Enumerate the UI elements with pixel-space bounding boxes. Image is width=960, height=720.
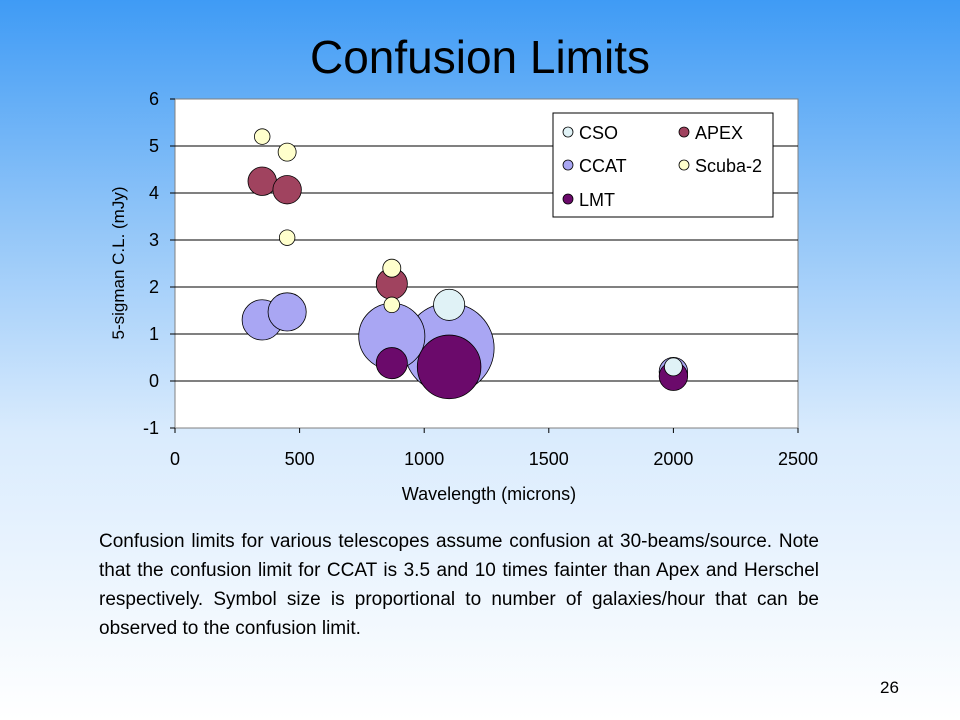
bubble-scuba-2-0 (254, 128, 271, 145)
x-tick-label: 2000 (653, 449, 693, 469)
bubble-ccat-1 (267, 292, 307, 332)
y-tick-label: -1 (143, 418, 159, 438)
bubble-scuba-2-4 (383, 296, 400, 314)
y-tick-label: 1 (149, 324, 159, 344)
bubble-cso-1 (664, 357, 683, 377)
slide-title: Confusion Limits (309, 31, 651, 83)
bubble-apex-1 (272, 175, 302, 205)
x-tick-label: 2500 (778, 449, 818, 469)
legend-label-cso: CSO (579, 123, 618, 143)
x-tick-label: 0 (170, 449, 180, 469)
bubble-scuba-2-3 (382, 258, 402, 278)
y-tick-labels: -1 0 1 2 3 4 5 6 (143, 89, 159, 438)
bubble-scuba-2-1 (277, 142, 297, 162)
x-axis-label: Wavelength (microns) (402, 484, 576, 504)
legend: CSO APEX CCAT Scuba-2 LMT (552, 112, 774, 218)
legend-box (552, 112, 774, 218)
x-tick-label: 500 (285, 449, 315, 469)
bubble-apex-0 (247, 166, 277, 196)
slide-number: 26 (880, 678, 899, 697)
bubble-cso-0 (433, 288, 466, 321)
legend-label-scuba-2: Scuba-2 (695, 156, 762, 176)
legend-label-apex: APEX (695, 123, 743, 143)
bubble-lmt-1 (416, 334, 482, 400)
data-bubbles (241, 128, 689, 400)
x-tick-label: 1000 (404, 449, 444, 469)
legend-marker-scuba-2 (678, 159, 690, 171)
y-tick-label: 2 (149, 277, 159, 297)
bubble-chart: -1 0 1 2 3 4 5 6 0 500 1000 1500 2000 2500 Wavelengt… (109, 89, 818, 504)
bubble-lmt-0 (375, 347, 408, 380)
x-tick-label: 1500 (529, 449, 569, 469)
chart-caption: Confusion limits for various telescopes … (99, 531, 819, 639)
legend-marker-apex (678, 126, 690, 138)
legend-marker-lmt (562, 193, 574, 205)
y-tick-label: 4 (149, 183, 159, 203)
y-tick-label: 0 (149, 371, 159, 391)
legend-marker-ccat (562, 159, 574, 171)
y-tick-label: 6 (149, 89, 159, 109)
y-tick-label: 5 (149, 136, 159, 156)
y-axis-label: 5-sigman C.L. (mJy) (109, 186, 128, 339)
legend-marker-cso (562, 126, 574, 138)
legend-label-lmt: LMT (579, 190, 615, 210)
x-tick-labels: 0 500 1000 1500 2000 2500 (170, 449, 818, 469)
legend-label-ccat: CCAT (579, 156, 627, 176)
bubble-scuba-2-2 (278, 229, 296, 246)
y-tick-label: 3 (149, 230, 159, 250)
